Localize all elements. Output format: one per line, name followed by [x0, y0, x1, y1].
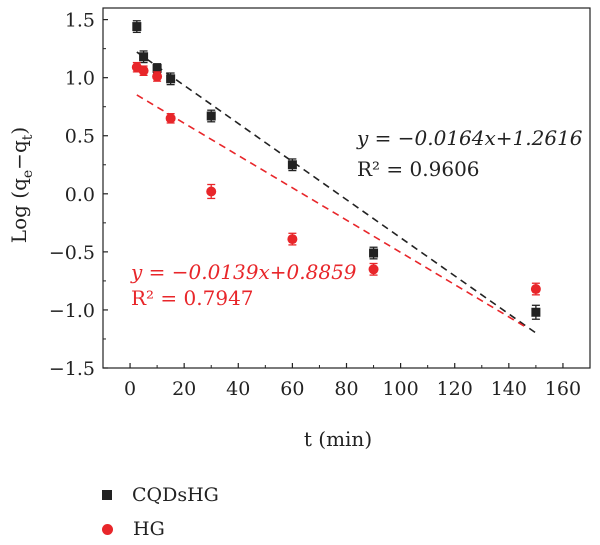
- y-tick-label: 1.0: [65, 68, 95, 90]
- x-tick-label: 120: [437, 378, 473, 400]
- data-point-hg: [152, 71, 163, 82]
- square-marker: [206, 111, 216, 121]
- data-point-hg: [165, 113, 176, 124]
- x-tick-label: 100: [382, 378, 418, 400]
- data-point-cqdshg: [166, 72, 176, 86]
- circle-marker: [138, 65, 149, 76]
- x-tick-label: 40: [226, 378, 250, 400]
- data-point-hg: [138, 65, 149, 77]
- y-label-sub-t: t: [20, 134, 36, 140]
- y-axis: 1.5 1.0 0.5 0.0 −0.5 −1.0 −1.5: [49, 10, 108, 380]
- legend-square-marker: [102, 490, 112, 500]
- plot-border: [102, 7, 591, 369]
- square-marker: [152, 63, 162, 73]
- square-marker: [139, 52, 149, 62]
- data-point-hg: [530, 282, 541, 296]
- data-point-cqdshg: [369, 246, 379, 260]
- y-label-part: Log (q: [7, 178, 31, 243]
- y-tick-label: −0.5: [49, 242, 95, 264]
- red-fit-equation: y = −0.0139x+0.8859: [130, 260, 357, 284]
- legend-item-cqdshg: CQDsHG: [102, 484, 219, 506]
- legend-label-hg: HG: [133, 518, 165, 540]
- y-tick-label: −1.0: [49, 300, 95, 322]
- red-fit-r2: R² = 0.7947: [131, 286, 254, 310]
- y-tick-label: 1.5: [65, 10, 95, 32]
- fit-lines: [136, 51, 537, 334]
- data-point-cqdshg: [287, 158, 297, 172]
- circle-marker: [165, 113, 176, 124]
- square-marker: [531, 307, 541, 317]
- y-tick-label: 0.5: [65, 126, 95, 148]
- y-label-part: ): [7, 127, 31, 135]
- x-tick-label: 60: [280, 378, 304, 400]
- black-fit-equation: y = −0.0164x+1.2616: [356, 126, 583, 150]
- fit-line-hg: [136, 94, 529, 329]
- circle-marker: [530, 284, 541, 295]
- data-point-cqdshg: [139, 50, 149, 64]
- y-axis-label: Log (qe−qt): [7, 127, 36, 243]
- data-point-hg: [368, 262, 379, 276]
- data-points: [131, 20, 541, 320]
- circle-marker: [368, 264, 379, 275]
- square-marker: [132, 22, 142, 32]
- y-label-part: −q: [7, 140, 31, 170]
- square-marker: [166, 74, 176, 84]
- x-tick-label: 20: [172, 378, 196, 400]
- circle-marker: [152, 71, 163, 82]
- y-tick-label: 0.0: [65, 184, 95, 206]
- legend-circle-marker: [102, 523, 113, 535]
- black-fit-r2: R² = 0.9606: [357, 157, 480, 181]
- x-tick-label: 140: [491, 378, 527, 400]
- square-marker: [369, 248, 379, 258]
- legend-item-hg: HG: [102, 518, 165, 540]
- y-tick-label: −1.5: [49, 358, 95, 380]
- data-point-cqdshg: [531, 304, 541, 320]
- data-point-hg: [287, 232, 298, 246]
- data-point-hg: [206, 183, 217, 200]
- x-axis-label: t (min): [304, 427, 372, 451]
- legend-label-cqdshg: CQDsHG: [132, 484, 219, 506]
- circle-marker: [287, 234, 298, 245]
- x-tick-label: 0: [124, 378, 136, 400]
- data-point-cqdshg: [132, 20, 142, 34]
- plot-area: [102, 7, 591, 369]
- x-tick-label: 160: [545, 378, 581, 400]
- data-point-cqdshg: [206, 109, 216, 123]
- x-axis: 0 20 40 60 80 100 120 140 160: [102, 363, 591, 400]
- x-tick-label: 80: [334, 378, 358, 400]
- y-label-sub-e: e: [20, 170, 36, 178]
- circle-marker: [206, 186, 217, 197]
- fit-line-cqdshg: [136, 51, 537, 334]
- square-marker: [287, 160, 297, 170]
